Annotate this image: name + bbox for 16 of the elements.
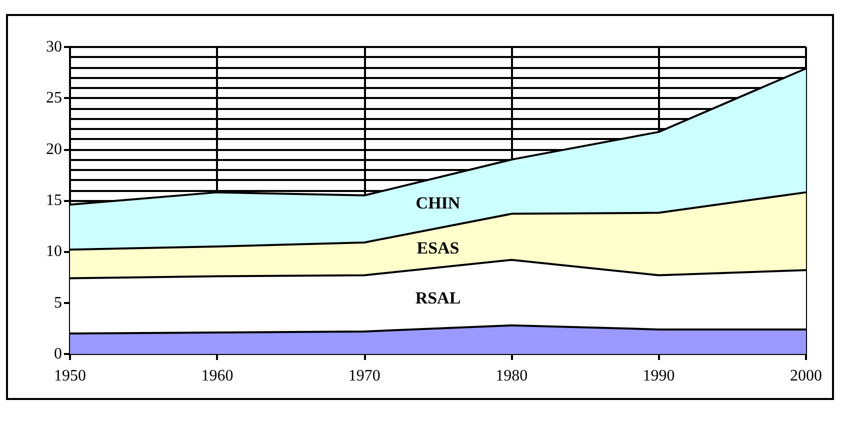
series-label: ESAS [416, 238, 460, 258]
y-tick-label: 15 [46, 192, 62, 209]
y-tick-label: 0 [54, 346, 62, 362]
x-tick-label: 1990 [642, 368, 675, 384]
y-tick-label: 10 [46, 243, 62, 260]
y-tick-label: 20 [46, 140, 62, 158]
y-tick-label: 25 [46, 90, 62, 107]
x-tick-label: 1970 [348, 368, 380, 384]
series-label: CHIN [416, 193, 461, 212]
series-label: RSAL [415, 288, 461, 308]
x-tick-label: 2000 [790, 368, 822, 384]
y-tick-label: 5 [54, 294, 62, 312]
y-tick-label: 30 [46, 38, 62, 56]
x-tick-label: 1980 [496, 368, 528, 384]
x-tick-label: 1960 [201, 368, 234, 384]
x-tick-label: 1950 [54, 368, 86, 384]
